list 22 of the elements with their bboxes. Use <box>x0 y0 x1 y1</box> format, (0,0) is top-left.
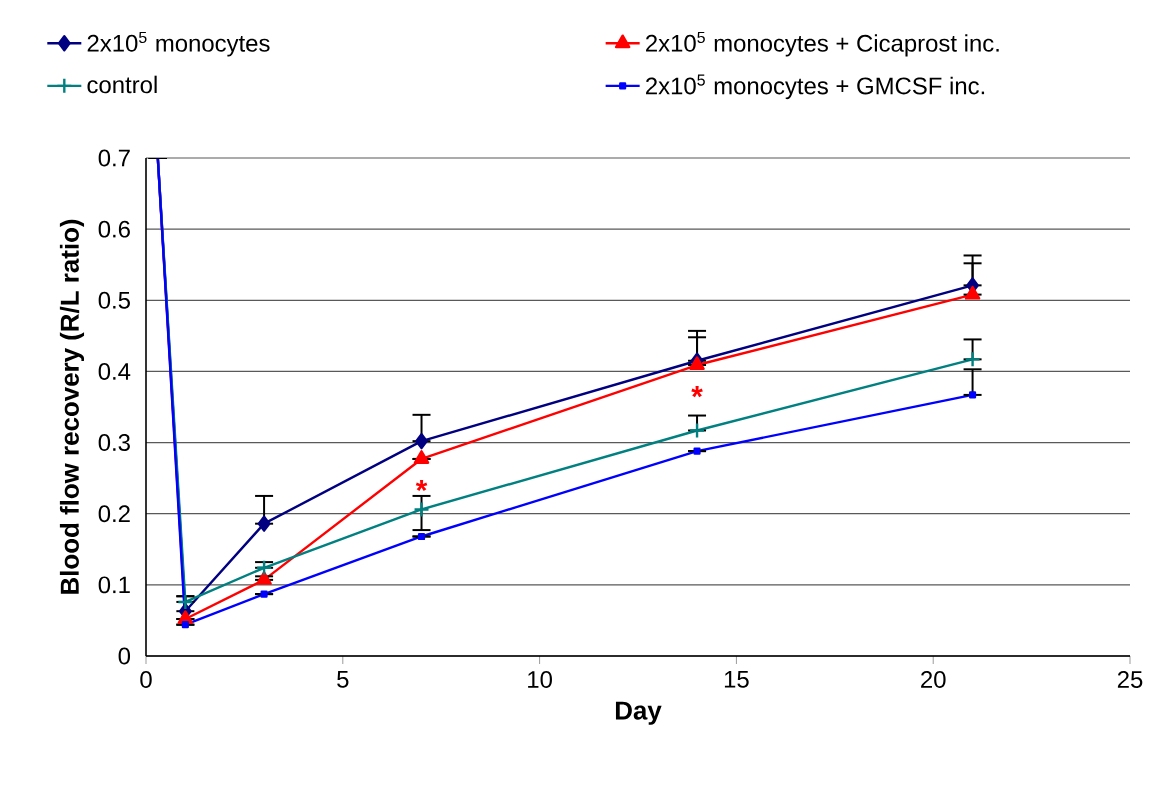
y-tick-label: 0.5 <box>98 291 130 309</box>
x-tick-label: 15 <box>724 671 749 688</box>
legend-label: 2x10$^{5}$ monocytes + Cicaprost inc. <box>646 31 999 57</box>
y-tick-label: 0.4 <box>98 362 131 380</box>
y-tick-label: 0.2 <box>98 505 130 523</box>
annotation: * <box>415 479 428 492</box>
y-tick-label: 0 <box>118 647 131 665</box>
x-tick-label: 5 <box>337 671 349 688</box>
x-tick-label: 0 <box>140 671 152 688</box>
legend-label: 2x10$^{5}$ monocytes <box>87 31 270 57</box>
y-tick-label: 0.3 <box>98 434 130 452</box>
x-tick-label: 10 <box>528 671 552 688</box>
y-tick-label: 0.6 <box>98 220 130 238</box>
x-axis-title: Day <box>615 701 662 725</box>
x-tick-label: 20 <box>921 671 946 688</box>
legend-label: control <box>87 75 157 94</box>
x-tick-label: 25 <box>1117 671 1143 688</box>
legend-label: 2x10$^{5}$ monocytes + GMCSF inc. <box>646 74 985 100</box>
annotation: * <box>691 386 703 398</box>
y-tick-label: 0.1 <box>98 576 130 594</box>
y-tick-label: 0.7 <box>98 149 130 167</box>
y-axis-title: Blood flow recovery (R/L ratio) <box>59 219 85 594</box>
